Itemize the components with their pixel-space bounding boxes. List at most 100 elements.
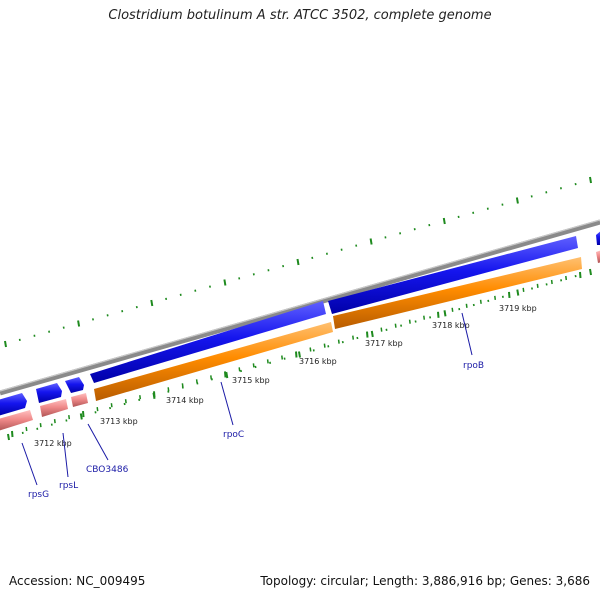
gene-label-rpsL[interactable]: rpsL [59, 481, 78, 491]
reverse-strand-track [0, 250, 600, 431]
genome-backbone [0, 219, 600, 396]
scale-tick [110, 403, 113, 408]
scale-tick [550, 279, 553, 285]
scale-label-3715: 3715 kbp [232, 376, 270, 385]
scale-label-3716: 3716 kbp [299, 357, 337, 366]
gc-tick [7, 433, 10, 441]
gc-tick [515, 197, 519, 204]
scale-tick [337, 339, 340, 344]
gc-tick [296, 258, 300, 266]
scale-tick [295, 351, 298, 358]
scale-tick [323, 343, 326, 348]
genome-summary-text: Topology: circular; Length: 3,886,916 bp… [260, 574, 590, 588]
reverse-feature-pink-1[interactable] [0, 410, 33, 431]
scale-tick [380, 327, 383, 332]
scale-label-3713: 3713 kbp [100, 417, 138, 426]
accession-text: Accession: NC_009495 [9, 574, 146, 588]
scale-tick [565, 275, 568, 281]
scale-tick [494, 295, 497, 300]
gc-tick [442, 217, 446, 225]
scale-tick [53, 419, 56, 424]
gc-tick [589, 176, 592, 184]
scale-tick [252, 363, 255, 368]
gene-label-rpoB[interactable]: rpoB [463, 361, 484, 371]
scale-tick [394, 323, 397, 328]
gene-labels: rpsG rpsL CBO3486 rpoC rpoB [28, 361, 484, 500]
scale-tick [181, 383, 184, 388]
scale-tick [309, 347, 312, 352]
scale-tick [437, 311, 440, 318]
forward-gene-rpsG[interactable] [0, 393, 27, 416]
gc-tick [150, 299, 154, 307]
scale-tick [352, 335, 355, 340]
scale-label-3712: 3712 kbp [34, 439, 72, 448]
scale-tick [167, 387, 170, 392]
forward-gene-rpsL[interactable] [36, 383, 62, 403]
scale-tick [266, 359, 269, 364]
scale-tick [281, 355, 284, 360]
gc-tick [77, 320, 81, 327]
forward-gene-rpoC[interactable] [90, 301, 326, 383]
reverse-gene-orange-1[interactable] [94, 322, 333, 401]
gc-skew-ticks-inner [7, 268, 592, 441]
scale-tick [210, 375, 213, 380]
scale-tick [238, 367, 241, 372]
gc-tick [298, 351, 301, 358]
gc-tick [254, 365, 257, 369]
leader-rpsG [21, 442, 38, 486]
scale-tick [366, 331, 369, 338]
scale-tick [536, 283, 539, 288]
gc-tick [516, 289, 520, 296]
scale-tick [139, 395, 142, 400]
gc-tick [443, 310, 447, 317]
leader-cbo3486 [87, 423, 109, 461]
scale-label-3717: 3717 kbp [365, 339, 403, 348]
scale-tick [579, 271, 582, 279]
gc-tick [225, 371, 229, 379]
scale-tick [96, 407, 99, 412]
leader-rpoC [220, 381, 234, 426]
reverse-feature-pink-2[interactable] [40, 399, 68, 417]
gc-tick [4, 340, 7, 348]
scale-tick [68, 415, 71, 420]
forward-gene-rpoB[interactable] [328, 236, 578, 314]
reverse-feature-pink-4[interactable] [596, 250, 600, 263]
scale-tick [224, 371, 227, 378]
forward-gene-cbo3486[interactable] [65, 377, 84, 393]
scale-labels: 3712 kbp 3713 kbp 3714 kbp 3715 kbp 3716… [34, 304, 537, 448]
scale-label-3718: 3718 kbp [432, 321, 470, 330]
reverse-feature-pink-3[interactable] [71, 393, 88, 407]
scale-tick [153, 391, 156, 398]
scale-label-3714: 3714 kbp [166, 396, 204, 405]
scale-tick [479, 299, 482, 304]
scale-tick [195, 379, 198, 384]
scale-tick [508, 291, 511, 298]
scale-tick [39, 423, 42, 428]
scale-label-3719: 3719 kbp [499, 304, 537, 313]
gc-tick [223, 279, 227, 286]
leader-rpoB [461, 312, 473, 356]
scale-tick [25, 426, 28, 432]
scale-tick [423, 315, 426, 320]
gene-label-cbo3486[interactable]: CBO3486 [86, 465, 129, 475]
gene-label-rpoC[interactable]: rpoC [223, 430, 244, 440]
gc-tick [79, 413, 83, 420]
gc-tick [589, 268, 592, 276]
gc-tick [369, 238, 373, 245]
gene-label-rpsG[interactable]: rpsG [28, 490, 49, 500]
scale-tick [465, 303, 468, 308]
gc-tick [370, 330, 374, 338]
gene-leader-lines [21, 312, 473, 486]
reverse-gene-orange-2[interactable] [333, 257, 582, 329]
scale-ticks [11, 271, 582, 438]
scale-tick [451, 307, 454, 312]
map-title: Clostridium botulinum A str. ATCC 3502, … [108, 8, 492, 23]
scale-tick [408, 319, 411, 324]
scale-tick [124, 399, 127, 404]
gc-skew-ticks-outer [4, 176, 592, 348]
forward-gene-partial[interactable] [596, 230, 600, 245]
scale-tick [82, 411, 85, 418]
leader-rpsL [62, 432, 69, 478]
scale-tick [11, 430, 14, 438]
